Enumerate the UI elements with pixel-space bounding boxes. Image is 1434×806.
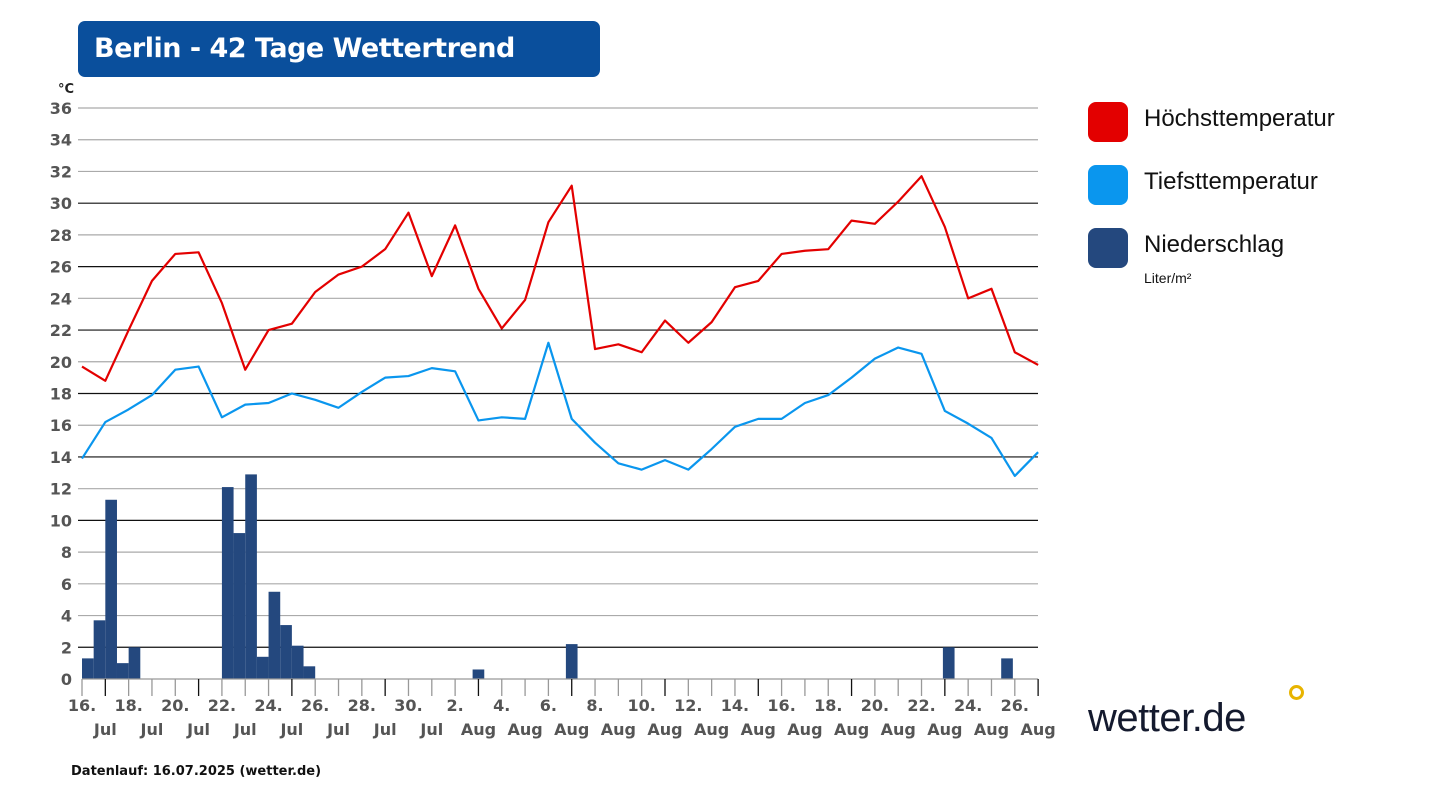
precipitation-bar [1001, 658, 1013, 679]
precipitation-bar [233, 533, 246, 679]
x-tick-label-month: Aug [601, 720, 636, 739]
x-tick-label-month: Jul [140, 720, 164, 739]
x-tick-label-day: 28. [348, 696, 376, 715]
y-tick-label: 8 [61, 543, 72, 562]
x-tick-label-day: 8. [586, 696, 603, 715]
x-tick-label-month: Jul [373, 720, 397, 739]
x-tick-label-month: Aug [787, 720, 822, 739]
y-tick-label: 34 [50, 131, 72, 150]
y-tick-label: 32 [50, 162, 72, 181]
precipitation-bar [280, 625, 292, 679]
y-tick-label: 12 [50, 480, 72, 499]
x-tick-label-day: 26. [301, 696, 329, 715]
y-tick-label: 16 [50, 416, 72, 435]
x-tick-label-month: Aug [927, 720, 962, 739]
precipitation-bar [565, 644, 578, 679]
legend-swatch-high [1088, 102, 1128, 142]
x-tick-label-day: 24. [954, 696, 982, 715]
data-run-note: Datenlauf: 16.07.2025 (wetter.de) [71, 764, 322, 779]
x-tick-label-day: 16. [68, 696, 96, 715]
x-tick-label-day: 26. [1001, 696, 1029, 715]
x-tick-label-day: 30. [394, 696, 422, 715]
legend-swatch-precip [1088, 228, 1128, 268]
high-temperature-line [81, 175, 1039, 382]
y-tick-label: 20 [50, 353, 72, 372]
x-tick-label-day: 14. [721, 696, 749, 715]
x-tick-label-day: 18. [114, 696, 142, 715]
legend-unit-precip: Liter/m² [1144, 270, 1192, 286]
legend-label-high: Höchsttemperatur [1144, 105, 1335, 132]
y-tick-label: 6 [61, 575, 72, 594]
y-tick-label: 28 [50, 226, 72, 245]
precipitation-bar [221, 487, 234, 679]
y-tick-label: 30 [50, 194, 72, 213]
x-tick-label-month: Aug [974, 720, 1009, 739]
precipitation-bar [256, 656, 269, 679]
precipitation-bar [93, 620, 106, 679]
x-tick-label-month: Aug [647, 720, 682, 739]
low-temperature-line [81, 341, 1039, 478]
legend-swatch-low [1088, 165, 1128, 205]
x-tick-label-month: Jul [186, 720, 210, 739]
y-tick-label: 18 [50, 385, 72, 404]
x-tick-label-month: Aug [881, 720, 916, 739]
y-tick-label: 36 [50, 99, 72, 118]
x-tick-label-month: Aug [741, 720, 776, 739]
x-tick-label-day: 24. [254, 696, 282, 715]
x-tick-label-month: Aug [1021, 720, 1056, 739]
precipitation-bar [291, 645, 304, 679]
x-tick-label-day: 20. [861, 696, 889, 715]
x-tick-label-day: 20. [161, 696, 189, 715]
chart-title: Berlin - 42 Tage Wettertrend [78, 21, 600, 77]
x-tick-label-month: Jul [419, 720, 443, 739]
y-tick-label: 26 [50, 258, 72, 277]
legend-label-precip: Niederschlag [1144, 231, 1285, 258]
y-tick-label: 10 [50, 511, 72, 530]
precipitation-bar [82, 658, 94, 679]
y-tick-label: 2 [61, 638, 72, 657]
x-tick-label-day: 22. [907, 696, 935, 715]
x-tick-label-day: 4. [493, 696, 510, 715]
x-tick-label-day: 18. [814, 696, 842, 715]
x-tick-label-month: Jul [279, 720, 303, 739]
y-tick-label: 0 [61, 670, 72, 689]
logo-sun-icon [1289, 685, 1304, 700]
precipitation-bar [303, 666, 316, 679]
x-tick-label-month: Aug [834, 720, 869, 739]
legend-label-low: Tiefsttemperatur [1144, 168, 1318, 195]
precipitation-bar [105, 499, 117, 679]
y-tick-label: 24 [50, 289, 72, 308]
y-axis-unit: °C [58, 82, 75, 97]
x-tick-label-day: 22. [208, 696, 236, 715]
x-tick-label-day: 2. [447, 696, 464, 715]
precipitation-bar [942, 647, 955, 679]
y-tick-label: 4 [61, 607, 72, 626]
precipitation-bar [472, 669, 485, 679]
y-tick-label: 14 [50, 448, 72, 467]
precipitation-bar [245, 474, 257, 679]
x-tick-label-day: 16. [767, 696, 795, 715]
x-tick-label-month: Jul [233, 720, 257, 739]
x-tick-label-month: Jul [326, 720, 350, 739]
precipitation-bar [268, 591, 281, 679]
x-tick-label-day: 10. [628, 696, 656, 715]
x-tick-label-month: Jul [93, 720, 117, 739]
x-tick-label-month: Aug [694, 720, 729, 739]
x-tick-label-month: Aug [554, 720, 589, 739]
wetter-de-logo: wetter.de [1088, 696, 1246, 740]
y-tick-label: 22 [50, 321, 72, 340]
x-tick-label-day: 6. [540, 696, 557, 715]
x-tick-label-month: Aug [461, 720, 496, 739]
precipitation-bar [128, 647, 141, 679]
precipitation-bar [116, 663, 129, 679]
x-tick-label-month: Aug [507, 720, 542, 739]
x-tick-label-day: 12. [674, 696, 702, 715]
